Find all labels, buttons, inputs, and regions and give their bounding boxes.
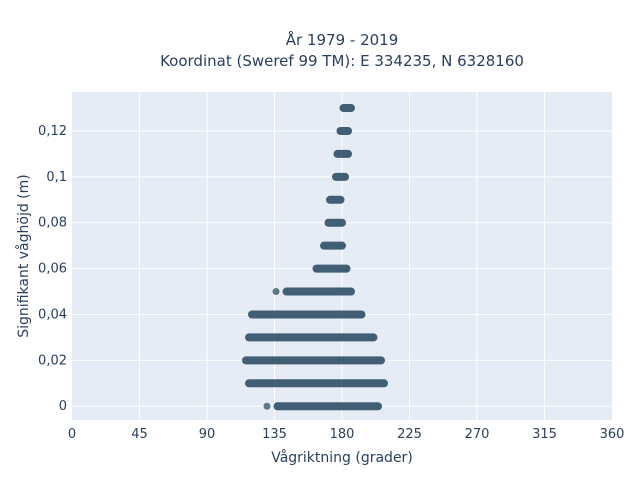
- y-axis-label: Signifikant våghöjd (m): [15, 174, 32, 337]
- x-axis-label: Vågriktning (grader): [271, 449, 413, 466]
- y-tick-label: 0,1: [46, 170, 67, 185]
- x-tick-label: 180: [330, 427, 355, 442]
- y-tick-label: 0: [59, 399, 67, 414]
- chart-title: År 1979 - 2019: [286, 30, 399, 49]
- y-axis-ticks: 0 0,02 0,04 0,06 0,08 0,1 0,12: [38, 124, 67, 414]
- x-tick-label: 270: [465, 427, 490, 442]
- x-tick-label: 360: [600, 427, 625, 442]
- data-point: [263, 402, 271, 410]
- y-tick-label: 0,08: [38, 216, 67, 231]
- data-point: [272, 288, 280, 296]
- x-tick-label: 135: [262, 427, 287, 442]
- y-tick-label: 0,04: [38, 307, 67, 322]
- y-tick-label: 0,06: [38, 262, 67, 277]
- x-tick-label: 90: [199, 427, 216, 442]
- x-tick-label: 45: [131, 427, 148, 442]
- x-tick-label: 0: [68, 427, 76, 442]
- chart-subtitle: Koordinat (Sweref 99 TM): E 334235, N 63…: [160, 52, 524, 70]
- x-tick-label: 225: [397, 427, 422, 442]
- x-axis-ticks: 0 45 90 135 180 225 270 315 360: [68, 427, 625, 442]
- y-tick-label: 0,12: [38, 124, 67, 139]
- data-points: [242, 104, 388, 411]
- y-tick-label: 0,02: [38, 353, 67, 368]
- x-tick-label: 315: [532, 427, 557, 442]
